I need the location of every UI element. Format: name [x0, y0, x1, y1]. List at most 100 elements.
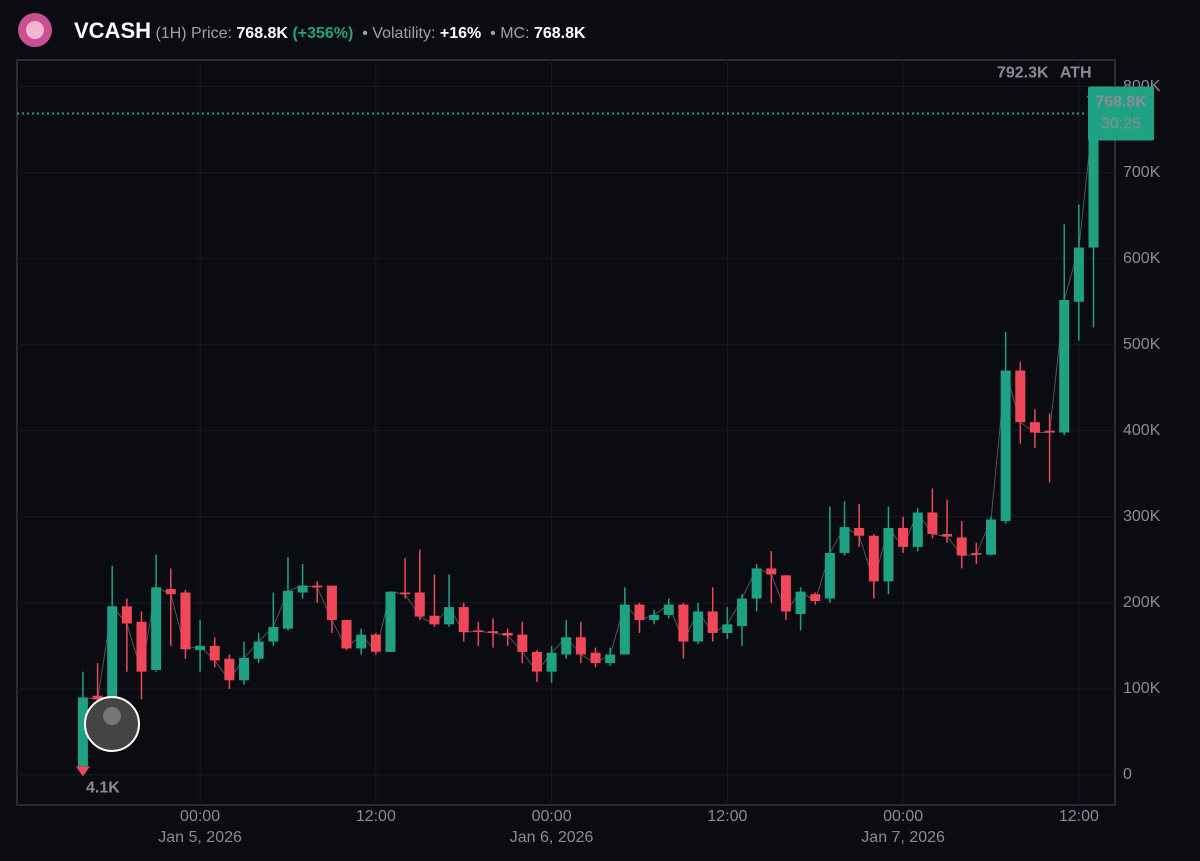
- candle-body: [722, 624, 733, 633]
- candle-body: [854, 527, 865, 536]
- candle-body: [531, 651, 542, 672]
- candle-body: [429, 615, 440, 625]
- candle-body: [575, 637, 586, 655]
- candle-body: [517, 634, 528, 652]
- candle-body: [737, 598, 748, 627]
- candle-body: [385, 591, 396, 652]
- candle-body: [1000, 370, 1011, 522]
- candle-body: [956, 537, 967, 556]
- candle-body: [136, 621, 147, 672]
- candle-body: [488, 631, 499, 633]
- candle-body: [239, 657, 250, 681]
- ath-label: ATH: [1060, 65, 1092, 82]
- change: (+356%): [292, 25, 354, 42]
- candle-body: [678, 604, 689, 642]
- volatility-caption: • Volatility:: [362, 25, 436, 42]
- candle-body: [693, 611, 704, 642]
- low-marker: [75, 766, 90, 777]
- x-tick-label: 12:00: [356, 808, 396, 825]
- candle-body: [473, 630, 484, 632]
- candle-body: [546, 652, 557, 672]
- y-tick-label: 400K: [1123, 422, 1161, 439]
- candle-body: [253, 641, 264, 659]
- interval: (1H): [155, 25, 187, 42]
- candle-body: [824, 552, 835, 599]
- candle-body: [1088, 113, 1099, 248]
- ath-value: 792.3K: [997, 65, 1049, 82]
- candle-body: [707, 611, 718, 633]
- candle-body: [810, 594, 821, 602]
- last-price-label: 768.8K: [1095, 94, 1147, 111]
- countdown: 30:25: [1101, 116, 1141, 133]
- candle-body: [985, 519, 996, 555]
- y-tick-label: 500K: [1123, 336, 1161, 353]
- candle-body: [751, 568, 762, 599]
- candle-body: [663, 604, 674, 615]
- plot-frame: [16, 59, 1116, 806]
- candle-body: [77, 697, 88, 767]
- candle-body: [151, 587, 162, 670]
- candle-body: [209, 645, 220, 661]
- candle-body: [766, 568, 777, 575]
- candle-body: [1029, 422, 1040, 433]
- y-tick-label: 0: [1123, 766, 1132, 783]
- candle-body: [121, 606, 132, 624]
- candle-body: [605, 654, 616, 664]
- x-date-label: Jan 7, 2026: [861, 829, 945, 846]
- candle-body: [898, 527, 909, 547]
- candle-body: [326, 585, 337, 621]
- candle-body: [400, 592, 411, 595]
- header: VCASH (1H) Price: 768.8K (+356%) • Volat…: [74, 18, 586, 44]
- candle-body: [590, 652, 601, 664]
- candle-body: [561, 637, 572, 655]
- candle-body: [180, 592, 191, 650]
- candle-body: [1059, 300, 1070, 433]
- candle-body: [883, 527, 894, 582]
- candle-body: [195, 645, 206, 651]
- candle-body: [414, 592, 425, 617]
- y-tick-label: 100K: [1123, 680, 1161, 697]
- candle-body: [619, 604, 630, 655]
- candle-body: [312, 585, 323, 588]
- x-date-label: Jan 6, 2026: [510, 829, 594, 846]
- last-price-box: [1088, 86, 1154, 141]
- symbol: VCASH: [74, 18, 152, 43]
- candle-body: [297, 585, 308, 593]
- candle-body: [912, 512, 923, 547]
- candle-body: [502, 632, 513, 636]
- candle-body: [341, 620, 352, 649]
- price-caption: Price:: [191, 25, 232, 42]
- candle-body: [268, 626, 279, 642]
- candle-body: [839, 527, 850, 553]
- candle-body: [1015, 370, 1026, 423]
- candle-body: [649, 614, 660, 621]
- x-tick-label: 12:00: [1059, 808, 1099, 825]
- candle-body: [971, 552, 982, 555]
- candle-body: [868, 535, 879, 582]
- mc-caption: • MC:: [490, 25, 530, 42]
- candle-body: [1044, 430, 1055, 433]
- candle-body: [356, 634, 367, 649]
- candle-body: [92, 695, 103, 700]
- close-line: [82, 113, 1094, 700]
- x-date-label: Jan 5, 2026: [158, 829, 242, 846]
- candle-body: [795, 591, 806, 615]
- volatility: +16%: [439, 25, 482, 42]
- y-tick-label: 200K: [1123, 594, 1161, 611]
- candle-body: [780, 575, 791, 612]
- candle-body: [107, 606, 118, 698]
- candle-body: [282, 590, 293, 629]
- y-tick-label: 600K: [1123, 250, 1161, 267]
- candle-body: [165, 589, 176, 595]
- candle-body: [634, 604, 645, 621]
- candle-body: [942, 534, 953, 537]
- x-tick-label: 00:00: [532, 808, 572, 825]
- x-tick-label: 12:00: [707, 808, 747, 825]
- y-tick-label: 300K: [1123, 508, 1161, 525]
- logo-inner: [26, 21, 44, 39]
- candle-body: [458, 607, 469, 633]
- candle-body: [444, 607, 455, 625]
- low-label: 4.1K: [86, 780, 120, 797]
